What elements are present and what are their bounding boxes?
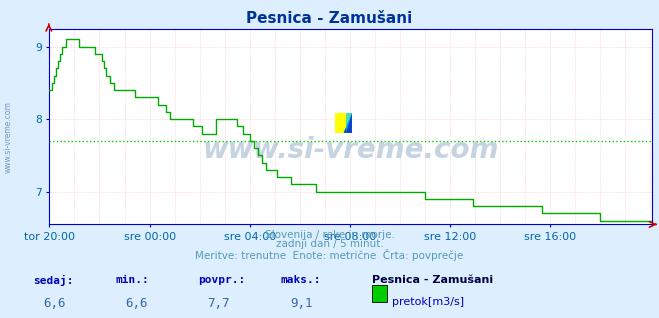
Text: Slovenija / reke in morje.: Slovenija / reke in morje. bbox=[264, 230, 395, 239]
Text: sedaj:: sedaj: bbox=[33, 275, 73, 286]
Text: 9,1: 9,1 bbox=[290, 297, 312, 310]
Text: min.:: min.: bbox=[115, 275, 149, 285]
Text: 7,7: 7,7 bbox=[208, 297, 230, 310]
Text: maks.:: maks.: bbox=[280, 275, 320, 285]
Text: zadnji dan / 5 minut.: zadnji dan / 5 minut. bbox=[275, 239, 384, 249]
Text: Pesnica - Zamušani: Pesnica - Zamušani bbox=[372, 275, 494, 285]
Text: 6,6: 6,6 bbox=[43, 297, 65, 310]
Text: 6,6: 6,6 bbox=[125, 297, 148, 310]
Polygon shape bbox=[335, 113, 352, 133]
Text: povpr.:: povpr.: bbox=[198, 275, 245, 285]
Text: www.si-vreme.com: www.si-vreme.com bbox=[4, 101, 13, 173]
Text: www.si-vreme.com: www.si-vreme.com bbox=[203, 136, 499, 164]
Polygon shape bbox=[343, 113, 352, 133]
Polygon shape bbox=[346, 113, 352, 133]
Text: Pesnica - Zamušani: Pesnica - Zamušani bbox=[246, 11, 413, 26]
Text: pretok[m3/s]: pretok[m3/s] bbox=[392, 297, 464, 307]
Text: Meritve: trenutne  Enote: metrične  Črta: povprečje: Meritve: trenutne Enote: metrične Črta: … bbox=[195, 249, 464, 261]
